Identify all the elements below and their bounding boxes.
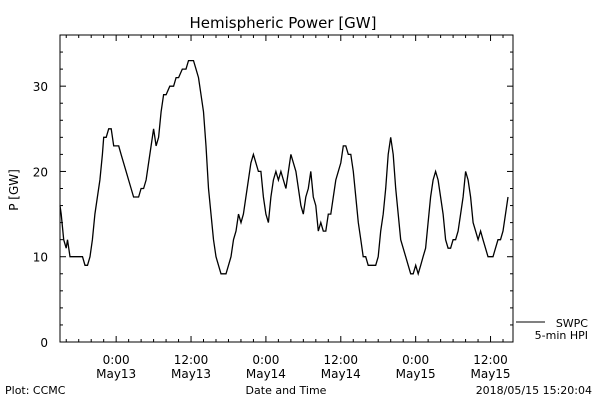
x-tick-label-time: 0:00 <box>252 353 279 367</box>
y-axis-ticks: 0 10 20 30 <box>33 34 513 350</box>
x-tick-label-date: May15 <box>396 367 436 381</box>
chart-title: Hemispheric Power [GW] <box>190 14 377 32</box>
x-tick-label-date: May14 <box>246 367 286 381</box>
x-axis-label: Date and Time <box>246 384 327 397</box>
y-tick-label: 10 <box>33 251 48 265</box>
series-line-swpc-5min-hpi <box>59 59 509 277</box>
x-axis-ticks: 0:00May1312:00May130:00May1412:00May140:… <box>65 35 511 381</box>
y-tick-label: 0 <box>40 336 48 350</box>
y-axis-label: P [GW] <box>7 169 21 211</box>
x-tick-label-date: May13 <box>96 367 136 381</box>
footer-plot-source: Plot: CCMC <box>5 384 66 397</box>
x-tick-label-time: 12:00 <box>473 353 508 367</box>
x-tick-label-date: May15 <box>470 367 510 381</box>
footer-timestamp: 2018/05/15 15:20:04 <box>476 384 592 397</box>
x-tick-label-time: 12:00 <box>174 353 209 367</box>
legend-text-hpi: 5-min HPI <box>535 329 588 342</box>
x-tick-label-time: 0:00 <box>402 353 429 367</box>
x-tick-label-time: 0:00 <box>103 353 130 367</box>
x-tick-label-date: May13 <box>171 367 211 381</box>
y-tick-label: 30 <box>33 80 48 94</box>
y-tick-label: 20 <box>33 165 48 179</box>
legend-text-swpc: SWPC <box>556 317 588 330</box>
x-tick-label-date: May14 <box>321 367 361 381</box>
x-tick-label-time: 12:00 <box>323 353 358 367</box>
